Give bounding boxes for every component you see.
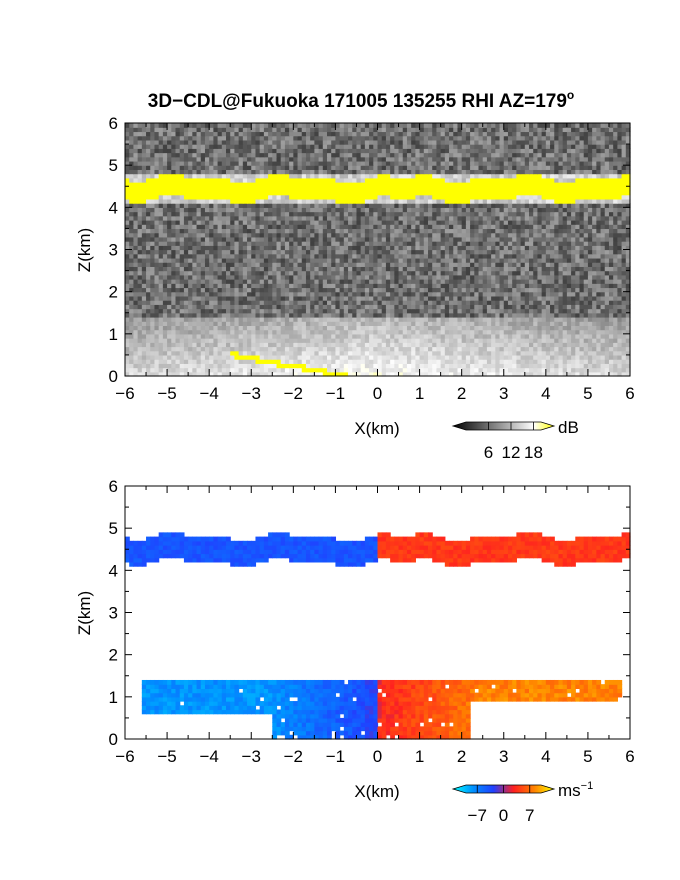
- x-tick-label: −4: [199, 384, 218, 403]
- x-tick-label: 0: [373, 747, 382, 766]
- x-tick-label: 5: [583, 747, 592, 766]
- y-tick-label: 0: [109, 367, 118, 386]
- velocity-x-label: X(km): [354, 782, 399, 801]
- x-tick-label: −1: [326, 747, 345, 766]
- x-tick-label: −5: [157, 747, 176, 766]
- x-tick-label: 1: [415, 747, 424, 766]
- x-tick-label: 4: [541, 747, 550, 766]
- x-tick-label: 2: [457, 384, 466, 403]
- velocity-image: [125, 532, 631, 740]
- x-tick-label: −4: [199, 747, 218, 766]
- x-tick-label: 1: [415, 384, 424, 403]
- x-tick-label: 4: [541, 384, 550, 403]
- x-tick-label: −3: [242, 384, 261, 403]
- x-tick-label: 3: [499, 747, 508, 766]
- backscatter-x-label: X(km): [354, 419, 399, 438]
- backscatter-colorbar: dB 6 12 18: [451, 418, 579, 462]
- y-tick-label: 1: [109, 325, 118, 344]
- velocity-colorbar: ms−1 −7 0 7: [451, 780, 593, 825]
- backscatter-image: [125, 123, 631, 377]
- backscatter-colorbar-bar: [451, 421, 556, 431]
- x-tick-label: 0: [373, 384, 382, 403]
- velocity-colorbar-unit-base: ms: [558, 781, 581, 800]
- figure-title: 3D−CDL@Fukuoka 171005 135255 RHI AZ=179o: [148, 88, 575, 112]
- y-tick-label: 3: [109, 604, 118, 623]
- velocity-axes: −6 −5 −4 −3 −2 −1 0 1 2 3 4 5 6 0 1 2 3 4 5 6: [109, 477, 635, 766]
- y-tick-label: 5: [109, 156, 118, 175]
- x-tick-label: 6: [625, 384, 634, 403]
- y-tick-label: 2: [109, 646, 118, 665]
- x-tick-label: −1: [326, 384, 345, 403]
- x-tick-label: −3: [242, 747, 261, 766]
- colorbar-tick-label: 6: [484, 443, 493, 462]
- y-tick-label: 4: [109, 198, 118, 217]
- x-tick-label: 2: [457, 747, 466, 766]
- y-tick-label: 3: [109, 241, 118, 260]
- y-tick-label: 6: [109, 477, 118, 496]
- x-tick-label: 6: [625, 747, 634, 766]
- x-tick-label: 3: [499, 384, 508, 403]
- x-tick-label: −2: [284, 384, 303, 403]
- y-tick-label: 6: [109, 114, 118, 133]
- panel-velocity: −6 −5 −4 −3 −2 −1 0 1 2 3 4 5 6 0 1 2 3 4 5 6 X(km) Z(km) m…: [75, 477, 635, 825]
- figure-title-text: 3D−CDL@Fukuoka 171005 135255 RHI AZ=179: [148, 91, 567, 112]
- colorbar-tick-label: 18: [524, 443, 543, 462]
- figure-title-degree: o: [567, 88, 574, 102]
- x-tick-label: −6: [115, 747, 134, 766]
- y-tick-label: 2: [109, 283, 118, 302]
- backscatter-colorbar-unit: dB: [558, 418, 579, 437]
- colorbar-tick-label: 12: [502, 443, 521, 462]
- y-tick-label: 5: [109, 519, 118, 538]
- x-tick-label: 5: [583, 384, 592, 403]
- colorbar-tick-label: 7: [525, 806, 534, 825]
- backscatter-axes: −6 −5 −4 −3 −2 −1 0 1 2 3 4 5 6 0 1 2 3 4 5 6: [109, 114, 635, 403]
- y-tick-label: 1: [109, 688, 118, 707]
- backscatter-y-label: Z(km): [75, 228, 94, 272]
- x-tick-label: −2: [284, 747, 303, 766]
- velocity-y-label: Z(km): [75, 591, 94, 635]
- velocity-colorbar-unit-exp: −1: [581, 780, 594, 792]
- y-tick-label: 0: [109, 730, 118, 749]
- colorbar-tick-label: −7: [468, 806, 487, 825]
- velocity-colorbar-unit: ms−1: [558, 780, 593, 800]
- y-tick-label: 4: [109, 561, 118, 580]
- x-tick-label: −6: [115, 384, 134, 403]
- colorbar-tick-label: 0: [499, 806, 508, 825]
- x-tick-label: −5: [157, 384, 176, 403]
